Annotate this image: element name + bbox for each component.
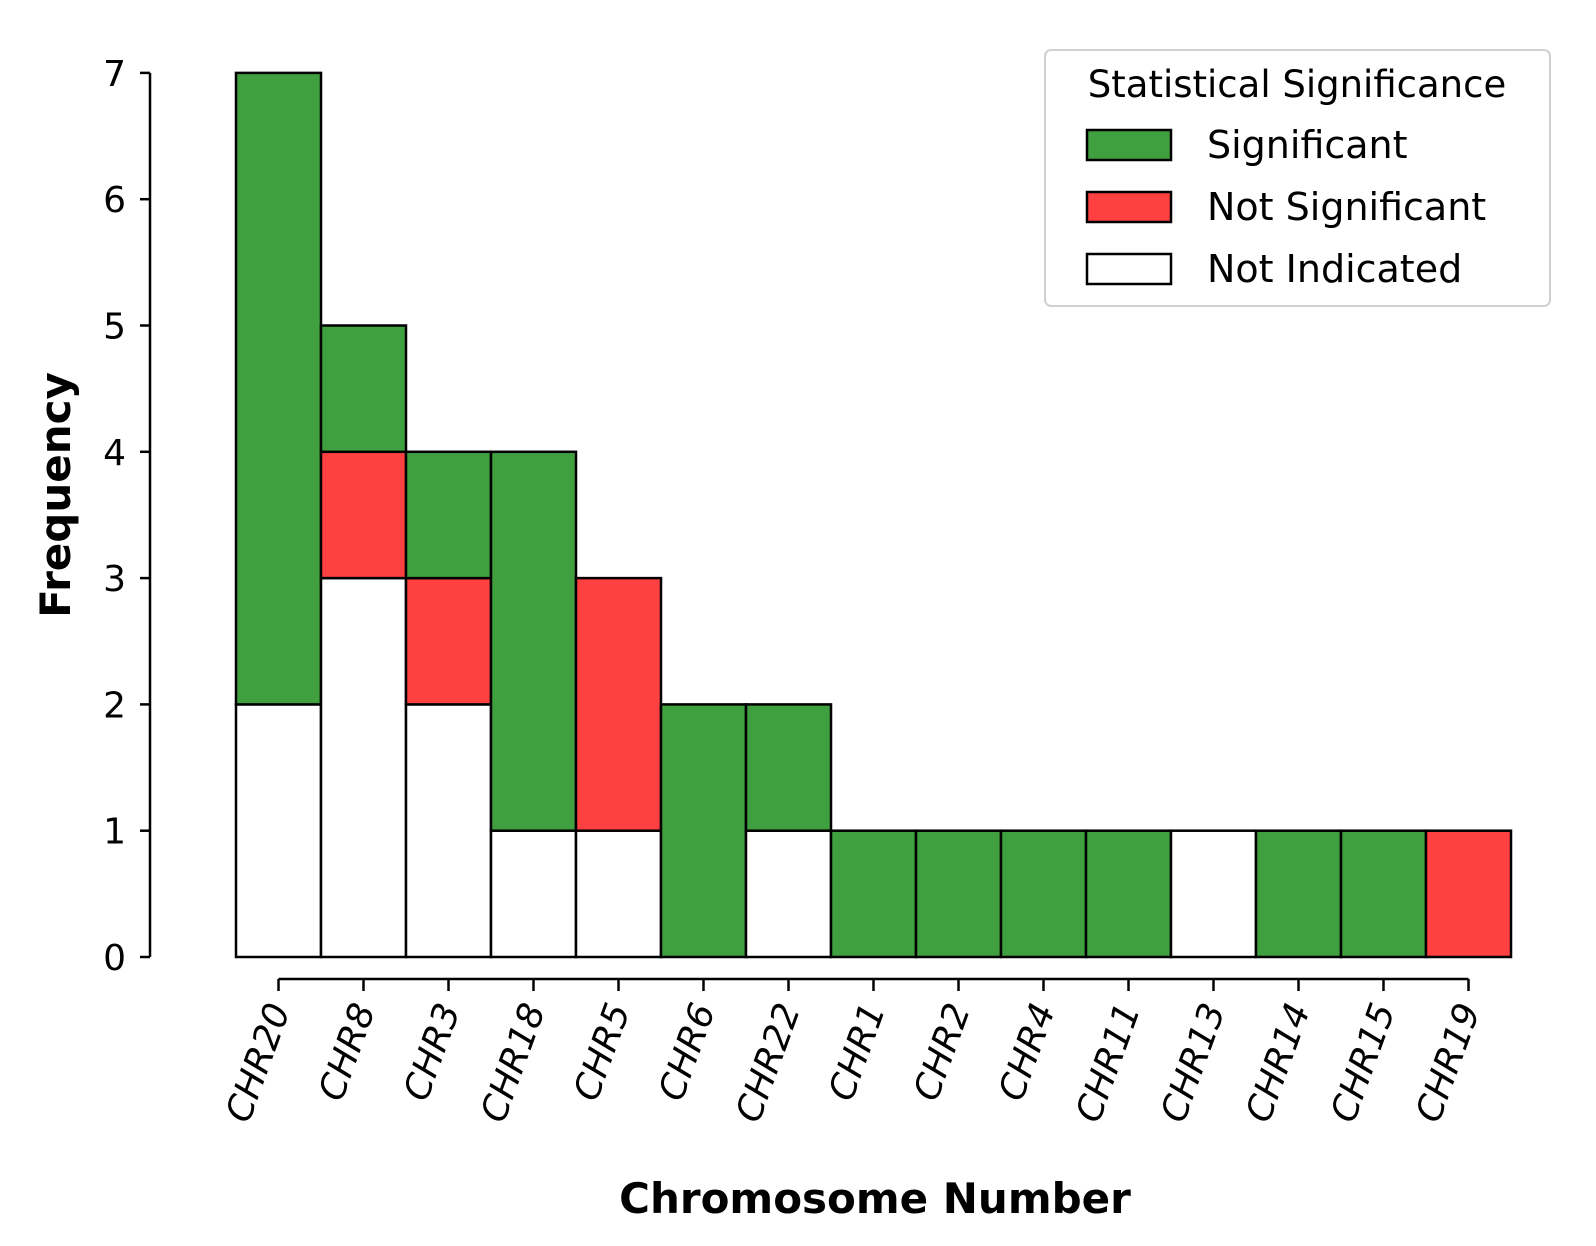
bar-chr5-not-significant — [574, 576, 663, 832]
x-tick-label: CHR15 — [1323, 998, 1404, 1128]
y-axis: 0 1 2 3 4 5 6 7 — [103, 54, 152, 979]
x-tick-label: CHR18 — [473, 998, 554, 1128]
legend-swatch-significant — [1085, 128, 1173, 162]
bar-chr8-significant — [319, 324, 408, 454]
bar-chr1-significant — [829, 829, 918, 959]
legend-label-significant: Significant — [1207, 123, 1408, 167]
y-tick-label: 7 — [103, 54, 126, 95]
bar-chr13-not-indicated — [1169, 829, 1258, 959]
x-tick-label: CHR6 — [651, 998, 724, 1106]
x-tick-label: CHR8 — [311, 998, 384, 1106]
bar-chr3-not-indicated — [404, 703, 493, 959]
legend-swatch-not-indicated — [1085, 252, 1173, 286]
x-axis-title: Chromosome Number — [619, 1174, 1131, 1223]
bar-chr20-significant — [234, 71, 323, 706]
x-tick-label: CHR20 — [218, 998, 299, 1128]
bars-layer — [234, 71, 1513, 959]
legend-title: Statistical Significance — [1088, 63, 1506, 106]
x-tick-label: CHR19 — [1408, 998, 1489, 1128]
bar-chr15-significant — [1339, 829, 1428, 959]
bar-chr8-not-indicated — [319, 576, 408, 959]
y-tick-label: 1 — [103, 812, 126, 853]
y-axis-title: Frequency — [31, 372, 80, 618]
bar-chr19-not-significant — [1424, 829, 1513, 959]
x-tick-label: CHR14 — [1238, 998, 1319, 1128]
x-tick-label: CHR1 — [821, 998, 894, 1106]
x-tick-label: CHR13 — [1153, 998, 1234, 1128]
bar-chr22-significant — [744, 703, 833, 832]
y-tick-label: 3 — [103, 559, 126, 600]
legend-entries: Significant Not Significant Not Indicated — [1085, 123, 1486, 291]
legend-label-not-significant: Not Significant — [1207, 185, 1486, 229]
x-tick-label: CHR5 — [566, 998, 639, 1106]
y-tick-label: 4 — [103, 433, 126, 474]
legend-frame — [1044, 49, 1551, 307]
bar-chr3-significant — [404, 450, 493, 580]
x-tick-label: CHR3 — [396, 998, 469, 1106]
x-axis: CHR20 CHR8 CHR3 CHR18 CHR5 CHR6 CHR22 CHR1 CHR2 C… — [218, 977, 1489, 1128]
bar-chr8-not-significant — [319, 450, 408, 580]
bar-chr14-significant — [1254, 829, 1343, 959]
y-tick-label: 6 — [103, 180, 126, 221]
bar-chr18-significant — [489, 450, 578, 832]
y-tick-label: 2 — [103, 685, 126, 726]
x-tick-label: CHR2 — [906, 998, 979, 1106]
bar-chr22-not-indicated — [744, 829, 833, 959]
bar-chr3-not-significant — [404, 576, 493, 706]
legend-label-not-indicated: Not Indicated — [1207, 247, 1462, 291]
x-tick-label: CHR22 — [728, 998, 809, 1128]
bar-chr20-not-indicated — [234, 703, 323, 959]
bar-chr18-not-indicated — [489, 829, 578, 959]
bar-chr11-significant — [1084, 829, 1173, 959]
legend-swatch-not-significant — [1085, 190, 1173, 224]
legend: Statistical Significance Significant Not … — [1044, 49, 1551, 307]
x-tick-label: CHR4 — [991, 998, 1064, 1106]
y-tick-label: 5 — [103, 307, 126, 348]
bar-chr2-significant — [914, 829, 1003, 959]
bar-chr5-not-indicated — [574, 829, 663, 959]
bar-chr4-significant — [999, 829, 1088, 959]
bar-chr6-significant — [659, 703, 748, 959]
y-tick-label: 0 — [103, 938, 126, 979]
x-tick-label: CHR11 — [1068, 998, 1149, 1128]
